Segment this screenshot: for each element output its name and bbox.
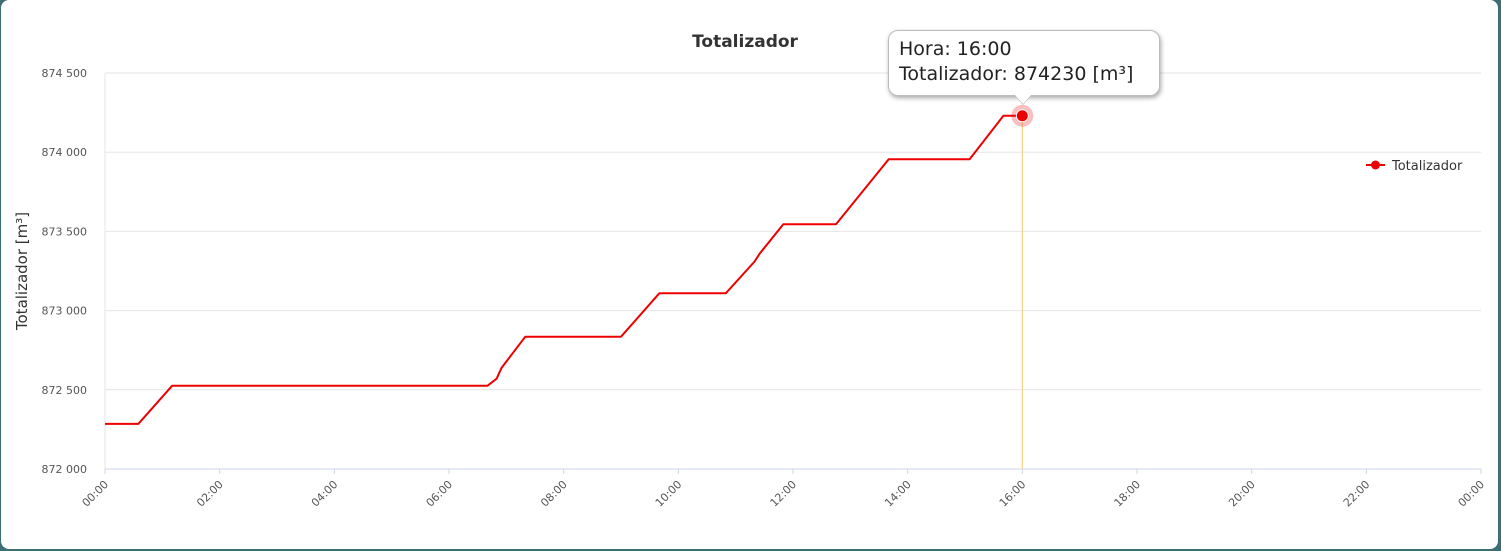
x-tick-label: 14:00 (882, 478, 914, 510)
series-line (105, 114, 1023, 425)
y-tick-label: 874 000 (42, 146, 88, 159)
x-tick-label: 06:00 (424, 478, 456, 510)
y-tick-label: 873 000 (42, 305, 88, 318)
x-tick-label: 00:00 (80, 478, 112, 510)
grid-lines (105, 72, 1481, 391)
axes (104, 73, 1481, 470)
legend-item-totalizador[interactable]: Totalizador (1366, 159, 1463, 174)
x-tick-label: 20:00 (1226, 478, 1258, 510)
x-tick-label: 12:00 (768, 478, 800, 510)
legend-label: Totalizador (1391, 159, 1463, 174)
y-tick-label: 873 500 (42, 225, 88, 238)
tooltip: Hora: 16:00 Totalizador: 874230 [m³] (888, 30, 1160, 96)
tooltip-pointer (1015, 95, 1031, 104)
x-tick-label: 02:00 (194, 478, 226, 510)
y-tick-label: 872 500 (42, 384, 88, 397)
chart-title: Totalizador (692, 32, 798, 52)
x-tick-label: 04:00 (309, 478, 341, 510)
x-tick-label: 00:00 (1456, 478, 1488, 510)
x-tick-label: 18:00 (1112, 478, 1144, 510)
x-tick-label: 08:00 (538, 478, 570, 510)
y-axis-title: Totalizador [m³] (13, 212, 31, 331)
tooltip-hour: Hora: 16:00 (899, 38, 1012, 60)
x-tick-label: 10:00 (653, 478, 685, 510)
data-point (1015, 109, 1029, 123)
legend-marker (1371, 160, 1380, 170)
x-tick-label: 22:00 (1341, 478, 1373, 510)
tooltip-value: Totalizador: 874230 [m³] (899, 63, 1134, 85)
hover-marker (1011, 104, 1034, 127)
y-tick-label: 872 000 (42, 463, 88, 476)
series-totalizador (105, 114, 1023, 425)
x-tick-labels: 00:00 02:00 04:00 06:00 08:00 10:00 12:00 14:00… (80, 469, 1488, 510)
y-tick-label: 874 500 (42, 67, 88, 80)
y-tick-labels: 872 000 872 500 873 000 873 500 874 000 874 5… (42, 67, 88, 476)
x-tick-label: 16:00 (997, 478, 1029, 510)
